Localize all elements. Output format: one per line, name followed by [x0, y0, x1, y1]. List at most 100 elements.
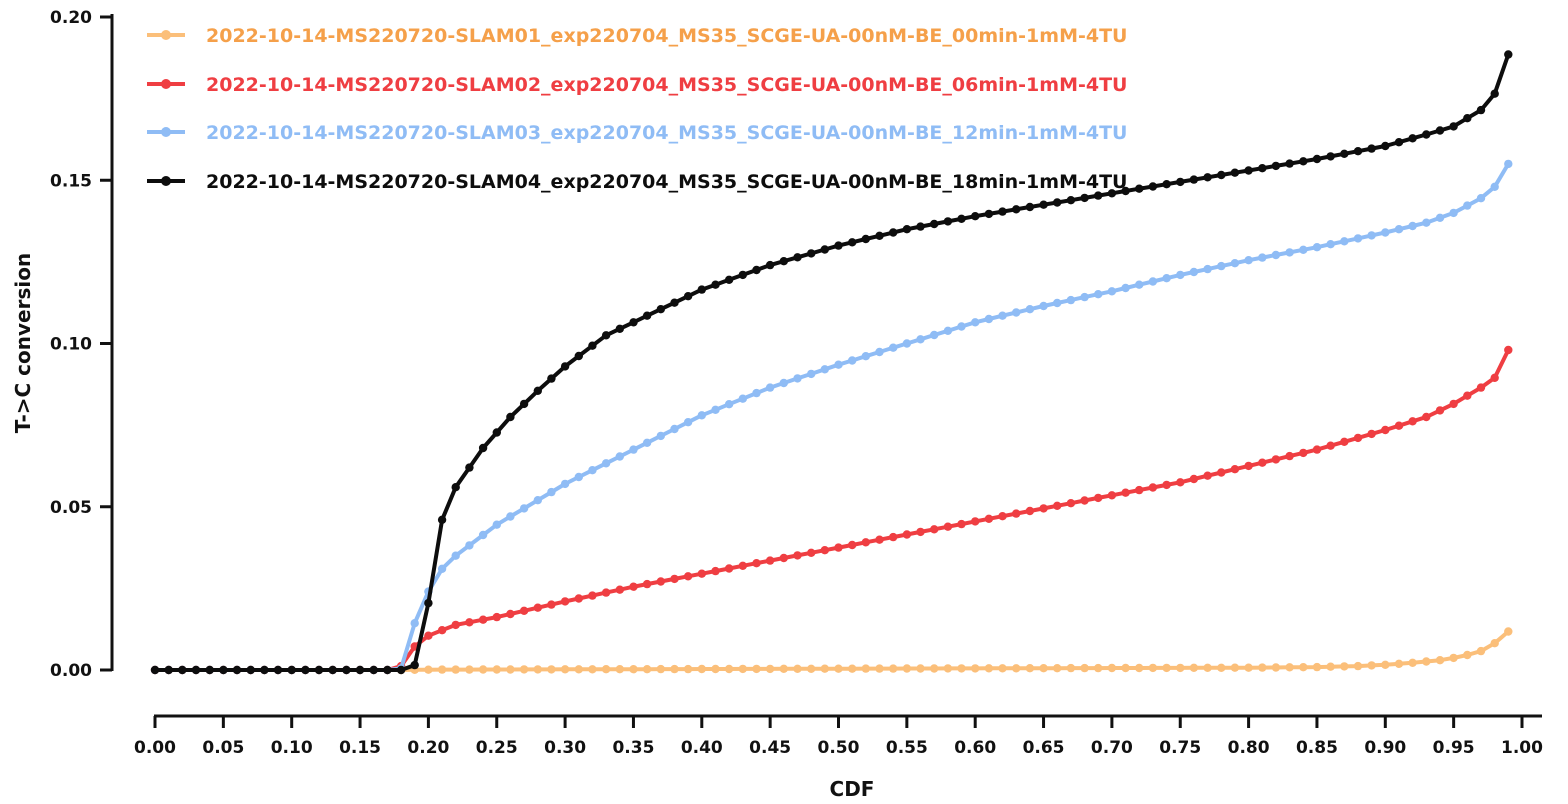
- data-point: [848, 356, 857, 365]
- data-point: [957, 519, 966, 529]
- data-point: [1217, 468, 1226, 477]
- data-point: [1285, 248, 1294, 257]
- data-point: [670, 424, 679, 434]
- data-point: [574, 351, 583, 361]
- data-point: [1203, 663, 1212, 672]
- data-point: [930, 525, 939, 534]
- data-point: [902, 664, 912, 673]
- data-point: [765, 383, 775, 392]
- x-tick-label: 0.85: [1296, 738, 1338, 758]
- data-point: [1299, 157, 1308, 166]
- data-point: [875, 664, 884, 673]
- data-point: [1230, 465, 1240, 474]
- data-point: [465, 541, 474, 550]
- data-point: [1025, 506, 1035, 516]
- data-point: [1394, 138, 1404, 147]
- data-point: [1066, 663, 1076, 673]
- data-point: [861, 234, 870, 244]
- data-point: [1176, 478, 1185, 487]
- data-point: [601, 588, 611, 597]
- data-point: [724, 564, 734, 573]
- data-point: [492, 520, 501, 529]
- data-point: [834, 360, 843, 369]
- data-point: [1025, 305, 1035, 314]
- data-point: [807, 249, 816, 258]
- y-tick-label: 0.05: [50, 498, 92, 518]
- data-point: [1148, 483, 1158, 492]
- data-point: [492, 665, 501, 674]
- data-point: [1326, 662, 1335, 671]
- data-point: [916, 222, 925, 231]
- x-tick-label: 0.00: [134, 738, 176, 758]
- data-point: [560, 362, 570, 371]
- data-point: [410, 660, 419, 670]
- data-point: [547, 374, 556, 383]
- x-tick-label: 0.10: [271, 738, 313, 758]
- legend-marker: [161, 127, 171, 137]
- legend-marker: [161, 30, 171, 40]
- data-point: [738, 561, 747, 570]
- data-point: [1162, 663, 1171, 673]
- data-point: [738, 270, 747, 280]
- data-point: [875, 347, 884, 357]
- data-point: [642, 665, 652, 674]
- data-point: [1230, 259, 1240, 268]
- data-point: [1066, 196, 1076, 205]
- data-point: [1189, 267, 1199, 277]
- data-point: [519, 606, 529, 615]
- data-point: [1449, 208, 1458, 218]
- data-point: [1080, 292, 1089, 302]
- data-point: [1476, 383, 1486, 392]
- data-point: [711, 664, 720, 674]
- data-point: [355, 665, 365, 675]
- data-point: [150, 665, 160, 675]
- data-point: [1244, 663, 1253, 672]
- data-point: [465, 463, 474, 472]
- data-point: [1094, 290, 1103, 299]
- data-point: [971, 517, 980, 526]
- data-point: [642, 311, 652, 320]
- data-point: [971, 664, 980, 673]
- legend-label: 2022-10-14-MS220720-SLAM02_exp220704_MS3…: [206, 74, 1127, 96]
- legend: 2022-10-14-MS220720-SLAM01_exp220704_MS3…: [147, 25, 1127, 193]
- data-point: [1203, 471, 1212, 480]
- data-point: [930, 664, 939, 673]
- data-point: [752, 664, 761, 674]
- data-point: [1463, 201, 1472, 210]
- data-point: [1135, 663, 1144, 673]
- data-point: [642, 438, 652, 447]
- data-point: [1135, 184, 1144, 193]
- legend-item-2: 2022-10-14-MS220720-SLAM02_exp220704_MS3…: [147, 74, 1127, 96]
- x-tick-label: 0.40: [681, 738, 723, 758]
- data-point: [1039, 664, 1048, 673]
- data-point: [437, 665, 447, 674]
- data-point: [1176, 270, 1185, 280]
- data-point: [1258, 663, 1267, 672]
- data-point: [656, 664, 665, 674]
- data-point: [451, 665, 460, 674]
- x-tick-label: 0.90: [1364, 738, 1406, 758]
- data-point: [601, 459, 611, 468]
- data-point: [738, 664, 747, 674]
- data-point: [820, 546, 829, 555]
- data-point: [588, 466, 597, 475]
- data-point: [1504, 345, 1513, 355]
- data-point: [711, 566, 720, 576]
- data-point: [998, 512, 1007, 521]
- x-tick-label: 0.95: [1433, 738, 1475, 758]
- data-point: [1121, 186, 1130, 196]
- data-point: [943, 522, 953, 531]
- data-point: [437, 564, 447, 573]
- data-point: [943, 664, 953, 673]
- data-point: [916, 527, 925, 537]
- data-point: [807, 369, 816, 379]
- data-point: [451, 483, 460, 492]
- data-point: [1162, 480, 1171, 490]
- axes: 0.00 0.05 0.10 0.15 0.20 0.00 0.05 0.10 0.15 0.20…: [50, 8, 1543, 758]
- legend-marker: [161, 79, 171, 89]
- data-point: [451, 551, 460, 560]
- data-point: [574, 472, 583, 482]
- data-point: [547, 665, 556, 674]
